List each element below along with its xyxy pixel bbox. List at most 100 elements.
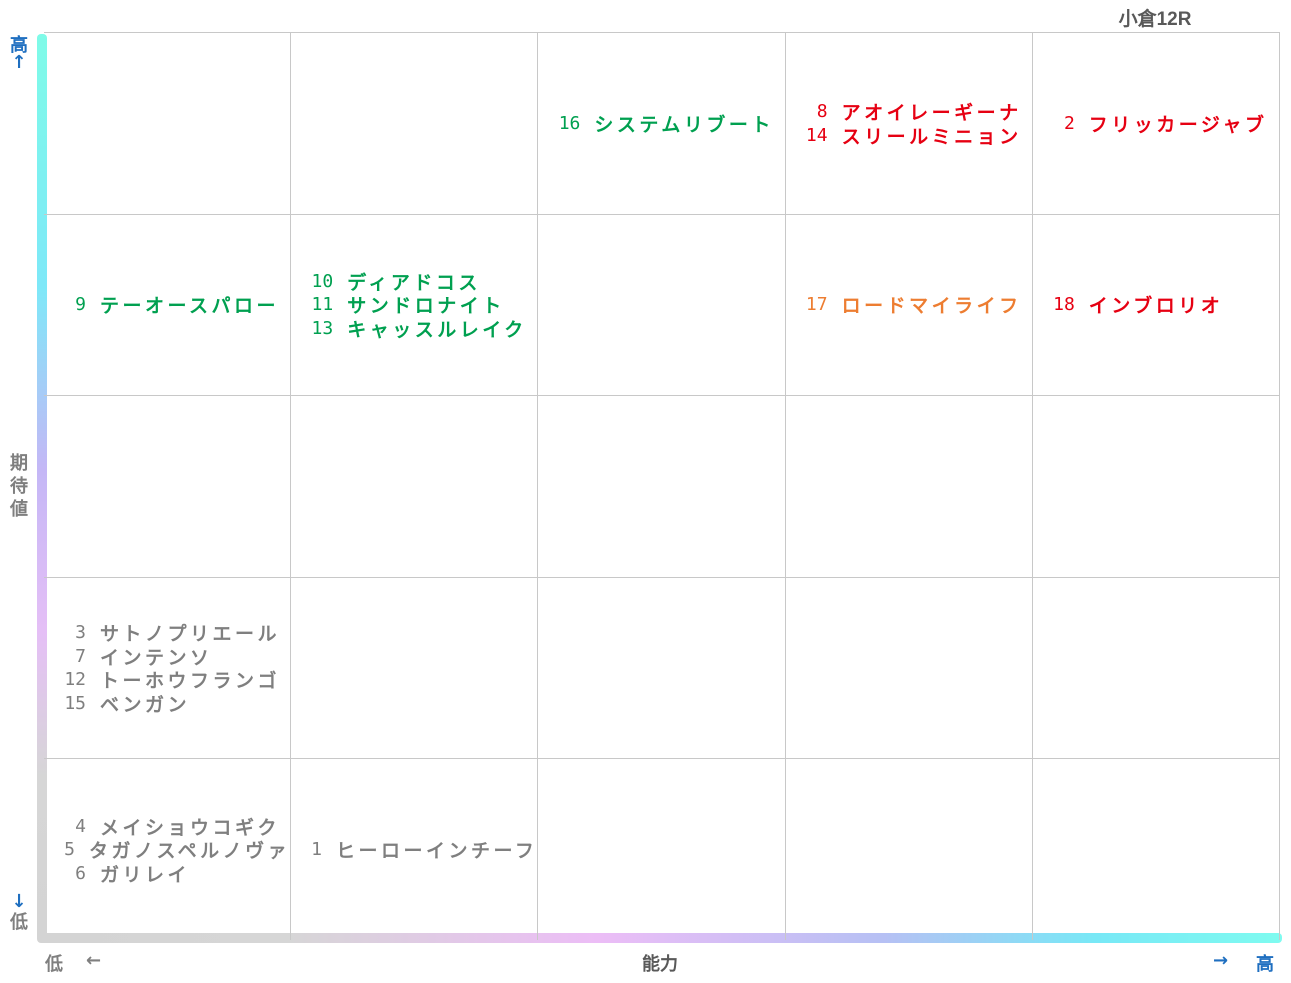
horse-number: 9 <box>75 294 86 316</box>
y-axis-label-char: 値 <box>10 499 28 520</box>
grid-cell-content: 9 テーオースパロー <box>44 215 290 396</box>
grid-cell-content: 4 メイショウコギク 5 タガノスペルノヴァ 6 ガリレイ <box>44 759 290 940</box>
grid-cell-r1-c0: 9 テーオースパロー <box>44 213 292 396</box>
grid-cell-r4-c3 <box>785 758 1033 940</box>
horse-name: スリールミニョン <box>841 125 1022 148</box>
horse-number: 12 <box>64 669 86 691</box>
grid-cell-content <box>1033 578 1279 759</box>
grid-cell-content <box>1033 759 1279 940</box>
y-axis-label-char: 期 <box>10 453 28 474</box>
horse-number: 8 <box>816 101 828 123</box>
horse-entry: 18 インブロリオ <box>1039 293 1279 317</box>
grid-cell-r2-c4 <box>1032 395 1280 577</box>
y-axis-low: ↓ 低 <box>9 890 29 934</box>
horse-name: インブロリオ <box>1088 295 1224 318</box>
horse-name: サトノプリエール <box>100 623 281 646</box>
horse-entry: 13 キャッスルレイク <box>297 317 537 341</box>
horse-entry: 10 ディアドコス <box>297 270 537 294</box>
left-arrow-icon: ← <box>86 950 102 971</box>
horse-entry: 8 アオイレーギーナ <box>792 100 1032 124</box>
horse-name: タガノスペルノヴァ <box>89 840 291 863</box>
horse-number: 4 <box>75 815 86 837</box>
horse-name: インテンソ <box>100 646 213 669</box>
horse-entry: 9 テーオースパロー <box>50 293 290 317</box>
grid-cell-r4-c1: 1 ヒーローインチーフ <box>291 758 539 940</box>
horse-entry: 2 フリッカージャブ <box>1039 112 1279 136</box>
horse-name: ガリレイ <box>100 863 191 886</box>
horse-entry: 15 ベンガン <box>50 692 290 716</box>
grid-cell-content <box>291 396 537 577</box>
grid-cell-content: 1 ヒーローインチーフ <box>291 759 537 940</box>
horse-name: ベンガン <box>100 693 191 716</box>
horse-number: 11 <box>311 294 334 316</box>
y-axis-high: 高 ↑ <box>9 34 29 74</box>
grid-cell-content <box>538 759 784 940</box>
horse-name: サンドロナイト <box>347 295 505 318</box>
grid-cell-content: 16 システムリブート <box>538 33 784 214</box>
x-axis-label: 能力 <box>642 954 678 975</box>
grid-cell-r3-c0: 3 サトノプリエール 7 インテンソ 12 トーホウフランゴ 15 ベンガン <box>44 576 292 759</box>
grid-cell-content <box>786 578 1032 759</box>
horse-number: 15 <box>64 692 86 714</box>
grid-cell-r1-c3: 17 ロードマイライフ <box>785 213 1033 396</box>
y-axis-label-char: 待 <box>10 476 28 497</box>
grid-cell-r3-c4 <box>1032 576 1280 759</box>
grid-cell-r1-c1: 10 ディアドコス 11 サンドロナイト 13 キャッスルレイク <box>291 213 539 396</box>
horse-number: 7 <box>75 645 86 667</box>
grid-cell-r0-c0 <box>44 32 292 214</box>
grid-cell-content <box>786 396 1032 577</box>
horse-entry: 1 ヒーローインチーフ <box>297 838 537 862</box>
horse-number: 13 <box>311 317 334 339</box>
grid-cell-content: 10 ディアドコス 11 サンドロナイト 13 キャッスルレイク <box>291 215 537 396</box>
horse-entry: 12 トーホウフランゴ <box>50 668 290 692</box>
x-axis-low-label: 低 <box>45 954 63 975</box>
grid-cell-content <box>538 396 784 577</box>
horse-entry: 7 インテンソ <box>50 645 290 669</box>
horse-number: 17 <box>805 294 828 316</box>
horse-name: テーオースパロー <box>100 295 280 318</box>
grid-cell-content: 3 サトノプリエール 7 インテンソ 12 トーホウフランゴ 15 ベンガン <box>44 578 290 759</box>
horse-name: メイショウコギク <box>100 816 281 839</box>
horse-name: アオイレーギーナ <box>841 102 1022 125</box>
grid-cell-content: 8 アオイレーギーナ 14 スリールミニョン <box>786 33 1032 214</box>
y-axis-label-text: 期待値 <box>9 452 29 521</box>
horse-entry: 6 ガリレイ <box>50 861 290 886</box>
horse-name: システムリブート <box>594 113 774 136</box>
grid-cell-content <box>538 578 784 759</box>
horse-name: キャッスルレイク <box>347 318 527 341</box>
grid-cell-content: 17 ロードマイライフ <box>786 215 1032 396</box>
down-arrow-icon: ↓ <box>11 891 27 912</box>
x-axis-high-label: 高 <box>1256 954 1274 975</box>
grid-cell-r0-c2: 16 システムリブート <box>538 32 786 214</box>
right-arrow-icon: → <box>1213 950 1229 971</box>
grid-cell-content <box>538 215 784 396</box>
grid-cell-r0-c1 <box>291 32 539 214</box>
horse-entry: 3 サトノプリエール <box>50 621 290 645</box>
race-title: 小倉12R <box>1118 9 1192 30</box>
x-axis-bar <box>37 933 1282 943</box>
horse-entry: 11 サンドロナイト <box>297 293 537 317</box>
grid-cell-content <box>44 396 290 577</box>
grid-cell-r4-c2 <box>538 758 786 940</box>
horse-entry: 4 メイショウコギク <box>50 814 290 839</box>
grid-cell-r0-c3: 8 アオイレーギーナ 14 スリールミニョン <box>785 32 1033 214</box>
horse-name: ディアドコス <box>347 271 481 294</box>
grid-cell-r3-c3 <box>785 576 1033 759</box>
horse-name: ヒーローインチーフ <box>336 840 538 863</box>
grid-cell-content <box>786 759 1032 940</box>
up-arrow-icon: ↑ <box>11 52 27 73</box>
grid-cell-content: 18 インブロリオ <box>1033 215 1279 396</box>
grid-cell-r4-c0: 4 メイショウコギク 5 タガノスペルノヴァ 6 ガリレイ <box>44 758 292 940</box>
grid-cell-r4-c4 <box>1032 758 1280 940</box>
grid-cell-content <box>291 33 537 214</box>
grid-cell-r3-c1 <box>291 576 539 759</box>
grid-cell-r3-c2 <box>538 576 786 759</box>
grid-cell-r0-c4: 2 フリッカージャブ <box>1032 32 1280 214</box>
y-axis-bar <box>37 34 47 940</box>
horse-number: 10 <box>311 270 334 292</box>
horse-entry: 16 システムリブート <box>544 112 784 136</box>
grid-cell-content <box>1033 396 1279 577</box>
horse-name: ロードマイライフ <box>841 295 1022 318</box>
horse-name: フリッカージャブ <box>1088 113 1268 136</box>
horse-number: 6 <box>75 862 86 884</box>
